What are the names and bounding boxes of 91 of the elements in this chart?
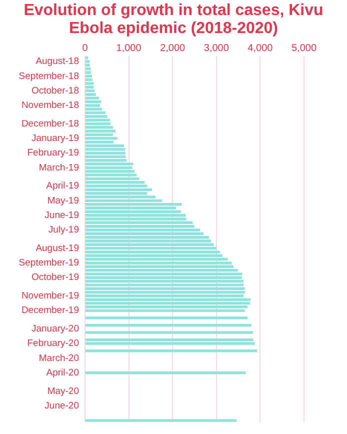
bar xyxy=(86,324,252,327)
bar xyxy=(86,100,102,104)
bar xyxy=(86,188,152,192)
y-tick-label: July-19 xyxy=(48,224,79,236)
y-tick-label: June-19 xyxy=(44,210,79,221)
bar xyxy=(86,221,193,224)
y-tick-label: October-19 xyxy=(31,272,79,284)
bar xyxy=(86,342,255,345)
y-tick-label: September-18 xyxy=(18,70,79,82)
y-tick-label: September-19 xyxy=(18,258,79,269)
bar xyxy=(86,111,106,114)
bar xyxy=(86,338,254,342)
y-tick-label: November-18 xyxy=(21,100,79,112)
bar xyxy=(86,262,232,264)
bar xyxy=(86,287,245,290)
bar xyxy=(86,276,242,279)
bar xyxy=(86,122,110,126)
y-tick-label: March-20 xyxy=(38,352,79,364)
bar xyxy=(86,290,245,294)
y-tick-label: May-20 xyxy=(47,386,79,397)
x-tick-label: 0 xyxy=(82,42,88,54)
bar xyxy=(86,306,248,308)
y-tick-label: August-18 xyxy=(36,56,79,68)
bar xyxy=(86,60,90,63)
y-tick-label: April-20 xyxy=(46,367,79,378)
bar xyxy=(86,78,92,82)
bar xyxy=(86,228,200,232)
bar xyxy=(86,130,116,132)
y-tick-label: December-18 xyxy=(21,118,79,130)
y-tick-label: March-19 xyxy=(38,162,79,174)
bar xyxy=(86,170,134,173)
bar xyxy=(86,250,220,254)
chart-title: Evolution of growth in total cases, Kivu Ebola epidemic (2018-2020) xyxy=(24,2,324,39)
bar xyxy=(86,166,132,170)
y-tick-label: January-19 xyxy=(31,133,79,144)
bar xyxy=(86,280,244,283)
bar xyxy=(86,302,250,305)
bar xyxy=(86,104,100,107)
bar xyxy=(86,162,134,166)
bar xyxy=(86,126,114,129)
bar xyxy=(86,137,118,140)
bar xyxy=(86,246,216,250)
bar xyxy=(86,74,92,78)
bar xyxy=(86,108,102,110)
bar xyxy=(86,202,182,206)
bar xyxy=(86,148,126,151)
bar xyxy=(86,89,95,92)
bar xyxy=(86,243,214,246)
x-tick-label: 4,000 xyxy=(248,42,274,54)
x-tick-label: 5,000 xyxy=(291,42,317,54)
y-tick-label: October-18 xyxy=(31,85,79,96)
bar xyxy=(86,82,94,85)
bar xyxy=(86,64,90,67)
bar xyxy=(86,371,246,374)
bar xyxy=(86,174,137,176)
bar xyxy=(86,71,92,74)
bar xyxy=(86,118,110,122)
bar xyxy=(86,236,209,239)
bar xyxy=(86,144,124,148)
bar xyxy=(86,419,237,422)
x-tick-label: 1,000 xyxy=(116,42,142,54)
bar xyxy=(86,93,96,96)
y-tick-label: February-19 xyxy=(27,148,79,159)
bar xyxy=(86,86,94,89)
bar xyxy=(86,115,108,118)
bar xyxy=(86,214,186,217)
y-tick-label: January-20 xyxy=(31,324,79,335)
x-tick-label: 2,000 xyxy=(160,42,186,54)
bar xyxy=(86,284,244,286)
bar xyxy=(86,331,254,334)
bar xyxy=(86,96,100,100)
bar xyxy=(86,272,242,276)
bar xyxy=(86,133,114,136)
y-tick-label: June-20 xyxy=(44,400,79,412)
y-tick-label: May-19 xyxy=(47,195,79,206)
bar xyxy=(86,155,126,158)
y-tick-label: November-19 xyxy=(21,290,79,302)
bar xyxy=(86,350,258,352)
bar xyxy=(86,268,238,272)
bar xyxy=(86,309,245,312)
y-tick-label: April-19 xyxy=(46,180,79,192)
bar xyxy=(86,152,126,154)
bar xyxy=(86,316,248,320)
y-tick-label: December-19 xyxy=(21,305,79,316)
y-tick-label: February-20 xyxy=(27,338,79,350)
y-tick-label: August-19 xyxy=(36,242,79,254)
x-tick-label: 3,000 xyxy=(204,42,230,54)
bar xyxy=(86,258,228,261)
bar xyxy=(86,240,212,242)
bar xyxy=(86,181,145,184)
bar xyxy=(86,298,251,301)
